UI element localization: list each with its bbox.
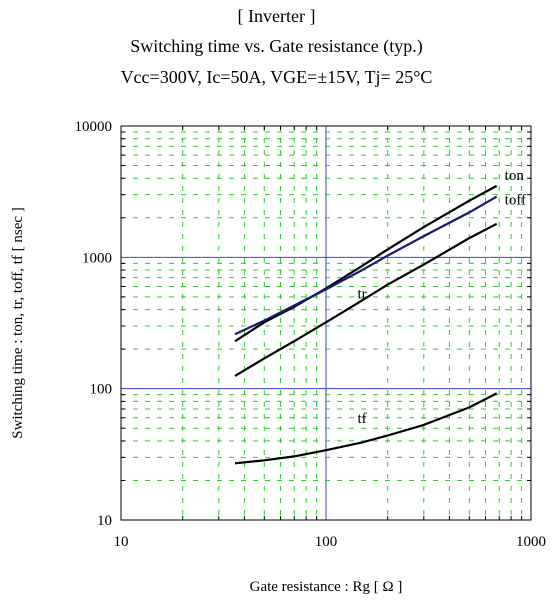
axis-ticks	[121, 126, 531, 520]
grid	[121, 126, 531, 520]
series-tf-line	[234, 392, 498, 465]
series-tf-label: tf	[358, 411, 367, 427]
series-tr-line	[234, 222, 498, 377]
x-tick-label: 100	[315, 534, 338, 550]
y-tick-label: 10000	[75, 119, 113, 135]
chart-title-inverter: [ Inverter ]	[237, 6, 316, 26]
series-ton-line	[234, 184, 498, 343]
plot-frame	[120, 125, 532, 521]
series-toff-label: toff	[505, 193, 526, 209]
y-tick-label: 100	[90, 382, 113, 398]
y-tick-label: 10	[97, 513, 112, 529]
curves: ton toff tr tf	[234, 168, 526, 465]
x-axis-label: Gate resistance : Rg [ Ω ]	[250, 579, 403, 595]
y-tick-label: 1000	[82, 250, 112, 266]
series-ton-label: ton	[505, 168, 525, 184]
series-tr-label: tr	[358, 286, 367, 302]
tick-labels: 10 100 1000 10 100 1000 10000	[75, 119, 547, 550]
x-tick-label: 10	[114, 534, 129, 550]
series-toff-line	[234, 195, 498, 336]
y-axis-label: Switching time : ton, tr, toff, tf [ nse…	[10, 207, 26, 439]
chart-conditions: Vcc=300V, Ic=50A, VGE=±15V, Tj= 25°C	[120, 67, 433, 87]
x-tick-label: 1000	[516, 534, 546, 550]
chart-title: Switching time vs. Gate resistance (typ.…	[130, 36, 423, 56]
